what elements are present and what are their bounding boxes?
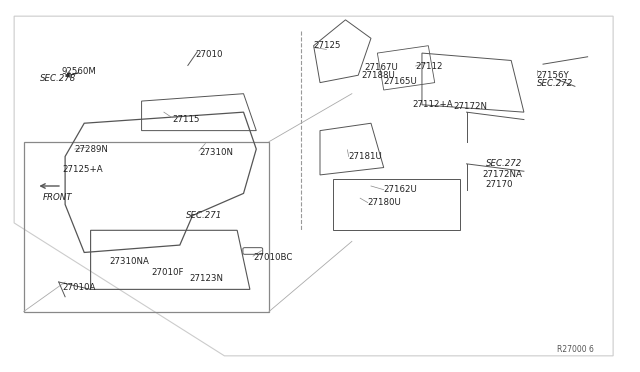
Text: 27010BC: 27010BC: [253, 253, 292, 263]
Text: 27125+A: 27125+A: [62, 165, 102, 174]
Text: FRONT: FRONT: [43, 193, 72, 202]
Text: 27162U: 27162U: [384, 185, 417, 194]
Text: 27180U: 27180U: [368, 198, 402, 207]
Text: 27188U: 27188U: [362, 71, 396, 80]
Text: R27000 6: R27000 6: [557, 345, 594, 354]
Text: 27172NA: 27172NA: [483, 170, 522, 179]
Text: 27112+A: 27112+A: [412, 100, 453, 109]
Text: 27289N: 27289N: [75, 145, 109, 154]
Text: 92560M: 92560M: [62, 67, 97, 76]
Text: 27172N: 27172N: [454, 102, 488, 111]
Text: 27112: 27112: [415, 61, 443, 71]
Text: 27310NA: 27310NA: [109, 257, 150, 266]
Text: 27115: 27115: [172, 115, 200, 124]
Text: 27010A: 27010A: [62, 283, 95, 292]
Text: 27181U: 27181U: [349, 152, 383, 161]
Text: 27123N: 27123N: [189, 274, 223, 283]
Text: 27165U: 27165U: [384, 77, 417, 86]
Text: 27125: 27125: [314, 41, 341, 50]
Text: SEC.272: SEC.272: [537, 79, 573, 88]
Text: 27010: 27010: [196, 51, 223, 60]
Text: 27310N: 27310N: [199, 148, 233, 157]
Text: 27167U: 27167U: [365, 63, 399, 72]
Text: 27170: 27170: [486, 180, 513, 189]
Text: SEC.278: SEC.278: [40, 74, 76, 83]
Text: 27156Y: 27156Y: [537, 71, 570, 80]
Text: SEC.272: SEC.272: [486, 159, 522, 169]
Text: 27010F: 27010F: [151, 268, 184, 277]
Text: SEC.271: SEC.271: [186, 211, 223, 220]
